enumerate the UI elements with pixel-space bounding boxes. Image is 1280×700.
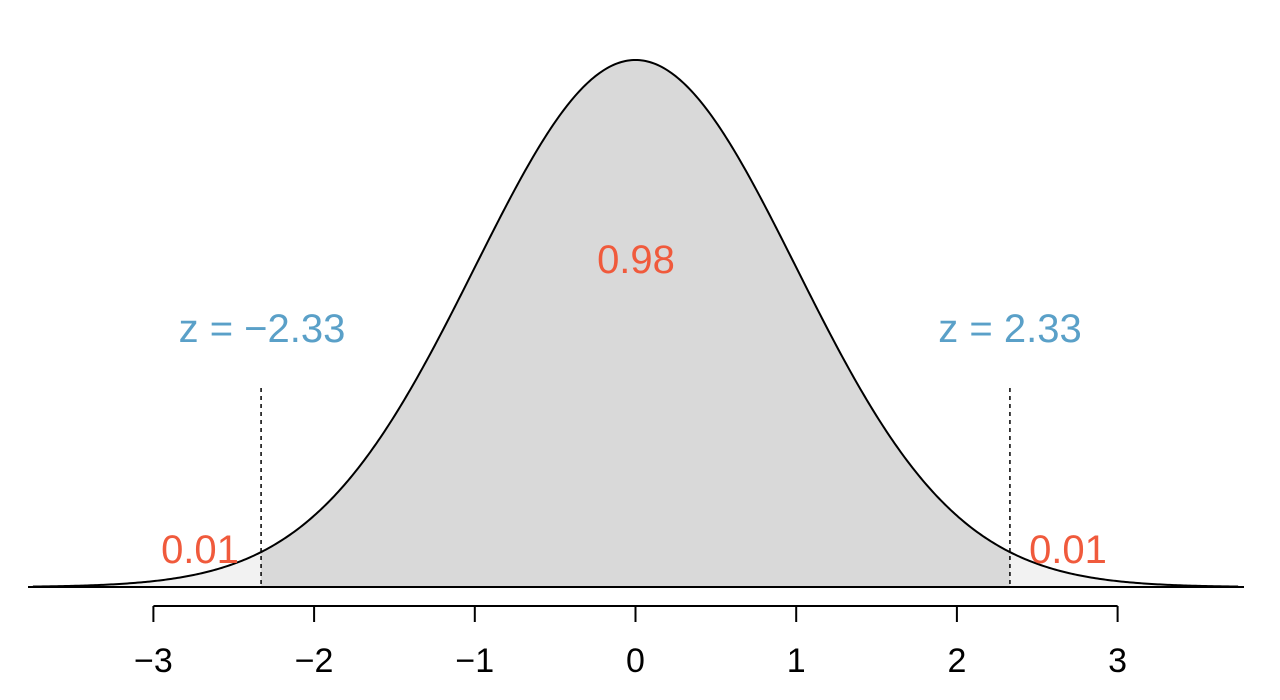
left-cutoff-label: z = −2.33 bbox=[179, 307, 346, 351]
x-tick-label: −2 bbox=[295, 642, 334, 680]
center-shaded-area bbox=[261, 60, 1010, 587]
x-tick-label: 2 bbox=[947, 642, 966, 680]
left-tail-label: 0.01 bbox=[161, 528, 239, 572]
right-tail-label: 0.01 bbox=[1029, 528, 1107, 572]
x-tick-label: 0 bbox=[626, 642, 645, 680]
density-curve bbox=[32, 58, 1239, 588]
x-axis: −3 −2 −1 0 1 2 3 bbox=[134, 605, 1127, 680]
x-tick-label: 3 bbox=[1108, 642, 1127, 680]
x-tick-label: −1 bbox=[455, 642, 494, 680]
x-tick-label: −3 bbox=[134, 642, 173, 680]
right-cutoff-label: z = 2.33 bbox=[938, 307, 1081, 351]
x-tick-label: 1 bbox=[787, 642, 806, 680]
center-area-label: 0.98 bbox=[597, 238, 675, 282]
left-tail-area bbox=[32, 552, 262, 587]
right-tail-area bbox=[1009, 552, 1239, 587]
